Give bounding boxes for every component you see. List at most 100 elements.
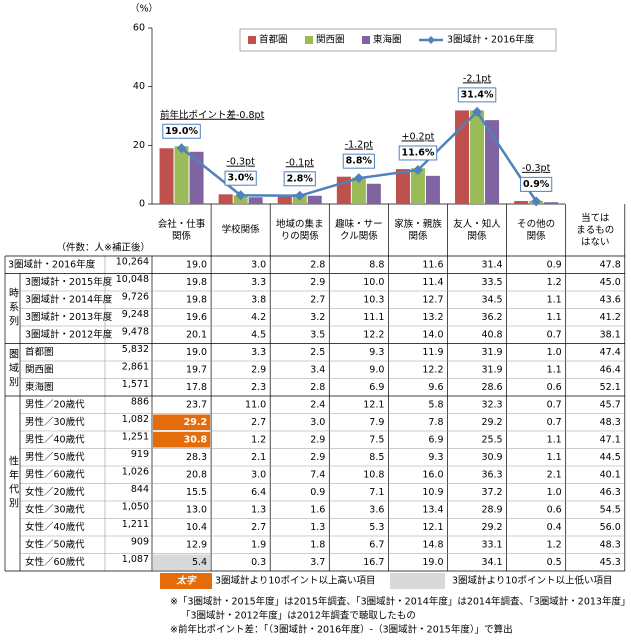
value-label: 11.6% <box>401 147 434 158</box>
cell: 10.4 <box>186 522 207 533</box>
row-label: 3圏域計・2015年度 <box>25 276 113 288</box>
cell: 2.9 <box>310 277 325 288</box>
cell: 46.4 <box>600 364 621 375</box>
cell: 7.4 <box>310 469 325 480</box>
value-label-box <box>398 145 438 161</box>
cell: 3.3 <box>251 277 266 288</box>
y-tick-label: 20 <box>133 140 145 151</box>
cell: 28.6 <box>481 382 502 393</box>
legend-marker <box>427 36 435 44</box>
cell: 17.8 <box>186 382 207 393</box>
cell: 1.2 <box>251 434 266 445</box>
note: ※前年比ポイント差：「（3圏域計・2016年度）-（3圏域計・2015年度）」で… <box>170 624 513 636</box>
cell: 2.5 <box>310 347 325 358</box>
legend-box <box>239 28 557 52</box>
cell: 1.1 <box>547 312 562 323</box>
cell: 40.1 <box>600 469 621 480</box>
cell: 1.0 <box>547 347 562 358</box>
cell: 44.5 <box>600 452 621 463</box>
legend-label: 関西圏 <box>316 35 345 46</box>
cell: 0.5 <box>547 557 562 568</box>
bar <box>366 183 381 204</box>
row-label: 女性／50歳代 <box>25 538 85 550</box>
cell: 3.8 <box>251 294 266 305</box>
cell: 7.9 <box>369 417 384 428</box>
note: ※「3圏域計・2015年度」は2015年調査、「3圏域計・2014年度」は201… <box>170 596 631 608</box>
cell: 54.5 <box>600 504 621 515</box>
bar <box>174 146 189 204</box>
cell: 19.6 <box>186 312 207 323</box>
cell: 2.7 <box>310 294 325 305</box>
cell: 41.2 <box>600 312 621 323</box>
bar <box>544 202 559 204</box>
cell: 11.1 <box>363 312 384 323</box>
cell: 2.8 <box>310 259 325 270</box>
y-tick-label: 0 <box>139 199 145 210</box>
cell: 19.0 <box>186 347 207 358</box>
line-marker <box>353 173 364 184</box>
row-count: 909 <box>131 536 149 547</box>
bar <box>351 177 366 204</box>
cell: 0.7 <box>547 329 562 340</box>
row-count: 886 <box>131 396 149 407</box>
cell: 45.0 <box>600 277 621 288</box>
cell: 14.0 <box>422 329 443 340</box>
column-header: 家族・親族関係 <box>394 218 442 242</box>
cell: 12.1 <box>422 522 443 533</box>
cell: 19.8 <box>186 277 207 288</box>
cell: 31.9 <box>481 364 502 375</box>
highlight-high <box>153 432 211 448</box>
value-label-box <box>224 170 257 186</box>
bar <box>455 110 470 204</box>
value-label-box <box>342 153 375 169</box>
cell: 10.3 <box>363 294 384 305</box>
row-count: 2,861 <box>122 361 149 372</box>
column-header: 会社・仕事関係 <box>158 218 206 242</box>
cell: 3.0 <box>310 417 325 428</box>
cell: 6.9 <box>428 434 443 445</box>
cell: 40.8 <box>481 329 502 340</box>
cell: 10.9 <box>422 487 443 498</box>
cell: 36.2 <box>481 312 502 323</box>
cell: 2.9 <box>310 452 325 463</box>
row-count: 844 <box>131 484 149 495</box>
value-label-box <box>520 176 553 192</box>
cell: 38.1 <box>600 329 621 340</box>
y-axis-unit: （%） <box>130 3 158 15</box>
cell: 12.2 <box>363 329 384 340</box>
cell: 5.3 <box>369 522 384 533</box>
cell: 5.8 <box>428 399 443 410</box>
note: 「3圏域計・2012年度」は2012年調査で聴取したもの <box>181 610 416 622</box>
cell: 4.2 <box>251 312 266 323</box>
line-marker <box>472 106 483 117</box>
cell: 16.7 <box>363 557 384 568</box>
legend-high-mark: 太字 <box>175 575 197 587</box>
cell: 10.8 <box>363 469 384 480</box>
cell: 6.7 <box>369 539 384 550</box>
cell: 1.8 <box>310 539 325 550</box>
bar <box>307 195 322 204</box>
line-marker <box>294 190 305 201</box>
cell: 3.3 <box>251 347 266 358</box>
cell: 34.1 <box>481 557 502 568</box>
row-label: 女性／30歳代 <box>25 503 85 515</box>
cell: 1.9 <box>251 539 266 550</box>
legend-label: 東海圏 <box>373 34 402 46</box>
cell: 9.6 <box>428 382 443 393</box>
row-label: 3圏域計・2012年度 <box>25 328 113 340</box>
row-count: 1,026 <box>122 466 149 477</box>
cell: 0.9 <box>547 259 562 270</box>
cell: 30.8 <box>184 434 208 445</box>
group-label: 時系列 <box>7 287 19 329</box>
cell: 1.6 <box>310 504 325 515</box>
column-header: その他の関係 <box>517 218 555 242</box>
cell: 1.0 <box>547 487 562 498</box>
cell: 2.8 <box>310 382 325 393</box>
cell: 46.3 <box>600 487 621 498</box>
cell: 1.1 <box>547 434 562 445</box>
bar <box>277 196 292 204</box>
cell: 43.6 <box>600 294 621 305</box>
cell: 8.8 <box>369 259 384 270</box>
row-count: 1,082 <box>122 414 149 425</box>
